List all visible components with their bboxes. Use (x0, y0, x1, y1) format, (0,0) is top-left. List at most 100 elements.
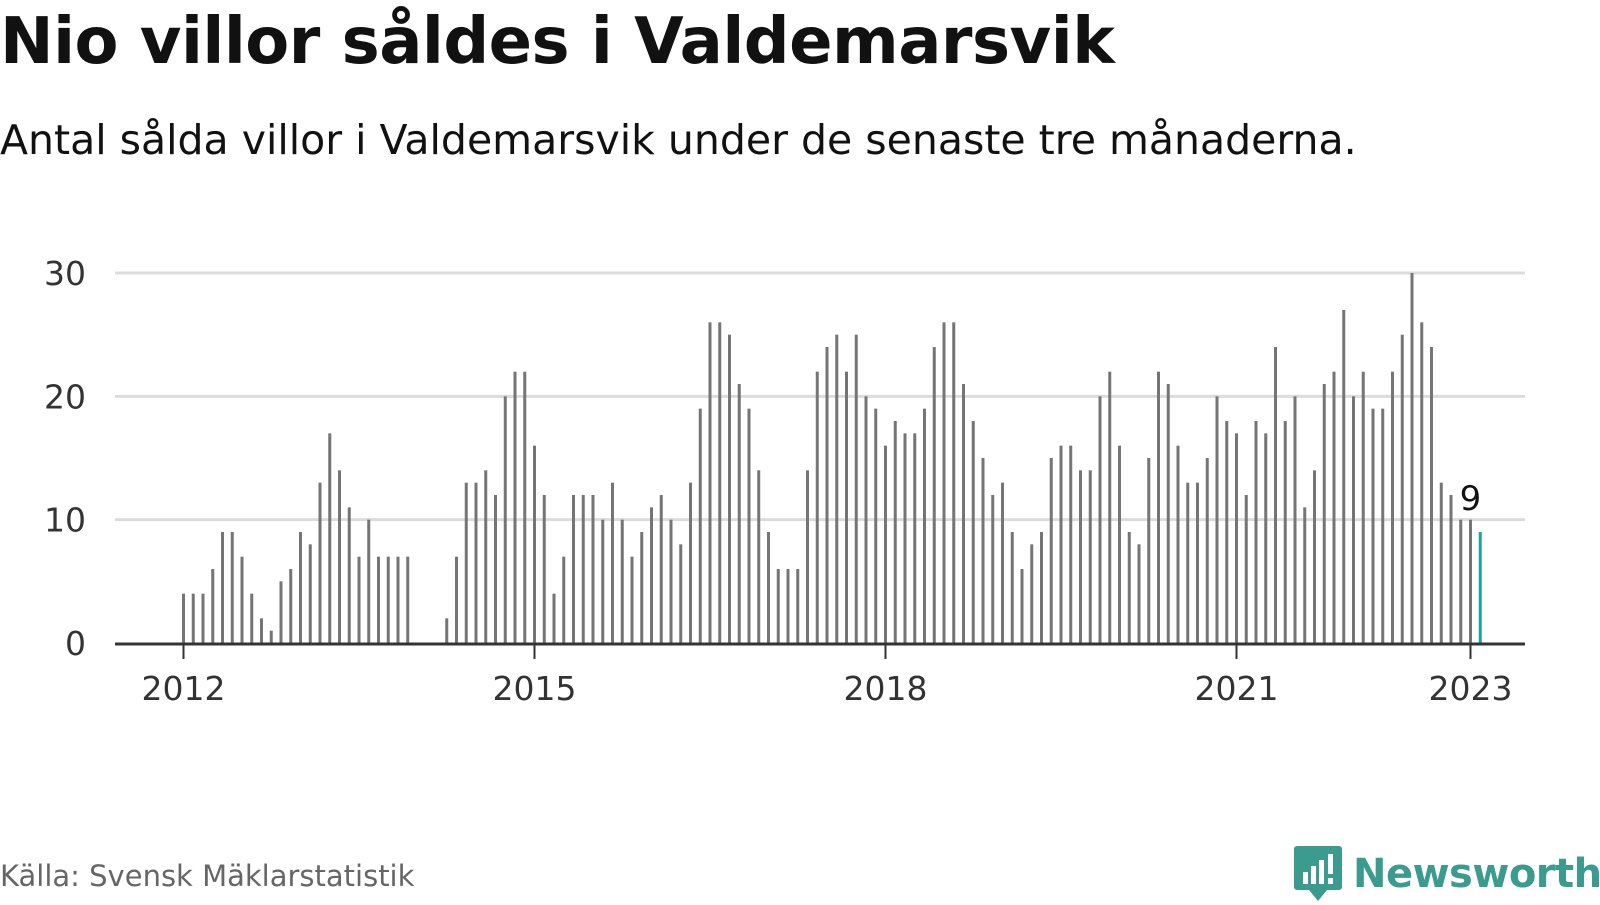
bar (913, 433, 917, 643)
bar (1205, 458, 1209, 643)
bar (971, 421, 975, 643)
bar (698, 408, 702, 643)
chart-subtitle: Antal sålda villor i Valdemarsvik under … (0, 116, 1357, 164)
bar (562, 556, 566, 643)
bar (981, 458, 985, 643)
bar (552, 593, 556, 643)
bar (494, 495, 497, 643)
bar (1127, 532, 1131, 643)
bar (513, 371, 517, 643)
bar (1264, 433, 1268, 643)
bar (884, 445, 887, 643)
bar (269, 630, 273, 643)
bar (689, 482, 692, 643)
bar (718, 322, 722, 643)
bar (1303, 507, 1307, 643)
bar (250, 593, 254, 643)
bar (289, 569, 293, 643)
bar (367, 519, 371, 643)
bar (1225, 421, 1229, 643)
bar (1176, 445, 1180, 643)
x-tick-label: 2015 (493, 669, 577, 708)
bar (620, 519, 624, 643)
bar (1215, 396, 1219, 643)
bar (1469, 519, 1472, 643)
bar (806, 470, 809, 643)
bar (1137, 544, 1141, 643)
bar (1381, 408, 1385, 643)
bar (835, 334, 839, 643)
bar (737, 384, 741, 643)
bar (932, 347, 936, 643)
bar (1391, 371, 1394, 643)
bar (1361, 371, 1365, 643)
bar (1040, 532, 1043, 643)
bar (679, 544, 683, 643)
bar (357, 556, 361, 643)
bar (377, 556, 380, 643)
bar (1352, 396, 1355, 643)
bar (201, 593, 205, 643)
bar (942, 322, 946, 643)
bar (923, 408, 926, 643)
bar (962, 384, 965, 643)
bar (786, 569, 790, 643)
bar (591, 495, 595, 643)
y-tick-label: 30 (44, 254, 86, 293)
bar (386, 556, 390, 643)
bar (1235, 433, 1238, 643)
bar (328, 433, 332, 643)
bar (776, 569, 780, 643)
value-annotation: 9 (1460, 479, 1482, 519)
bar (1020, 569, 1024, 643)
bar (601, 519, 605, 643)
bar (659, 495, 663, 643)
bar (1449, 495, 1453, 643)
axes: 0 10 20 30 2012 2015 2018 2021 2023 (44, 254, 1525, 708)
bar (299, 532, 302, 643)
bar (845, 371, 848, 643)
bar-chart: 0 10 20 30 2012 2015 2018 2021 2023 9 (44, 254, 1525, 708)
bar (1254, 421, 1258, 643)
bar (230, 532, 234, 643)
bar (191, 593, 195, 643)
bar (503, 396, 507, 643)
bar (1157, 371, 1160, 643)
bar (581, 495, 585, 643)
bar (1459, 519, 1463, 643)
bar (728, 334, 731, 643)
bar (523, 371, 527, 643)
bar (630, 556, 634, 643)
brand-logo: Newsworthy (1293, 843, 1600, 905)
bar (640, 532, 644, 643)
bar (1371, 408, 1375, 643)
bar (1010, 532, 1014, 643)
bars (182, 273, 1482, 643)
bar (903, 433, 907, 643)
source-note: Källa: Svensk Mäklarstatistik (0, 859, 415, 893)
bar (1147, 458, 1151, 643)
bar (572, 495, 575, 643)
bar (533, 445, 536, 643)
bar (1049, 458, 1053, 643)
bar (1098, 396, 1102, 643)
bar (650, 507, 653, 643)
bar (796, 569, 800, 643)
bar-highlight (1478, 532, 1482, 643)
bar (1118, 445, 1121, 643)
bar (669, 519, 673, 643)
x-tick-label: 2012 (142, 669, 226, 708)
bar (767, 532, 770, 643)
bar (221, 532, 224, 643)
bar (211, 569, 215, 643)
bar (1283, 421, 1287, 643)
bar (815, 371, 819, 643)
bar (484, 470, 488, 643)
bar (347, 507, 351, 643)
bar (338, 470, 341, 643)
bar (1079, 470, 1082, 643)
bar (464, 482, 468, 643)
bar (406, 556, 410, 643)
y-tick-label: 20 (44, 377, 86, 416)
bar (1313, 470, 1316, 643)
